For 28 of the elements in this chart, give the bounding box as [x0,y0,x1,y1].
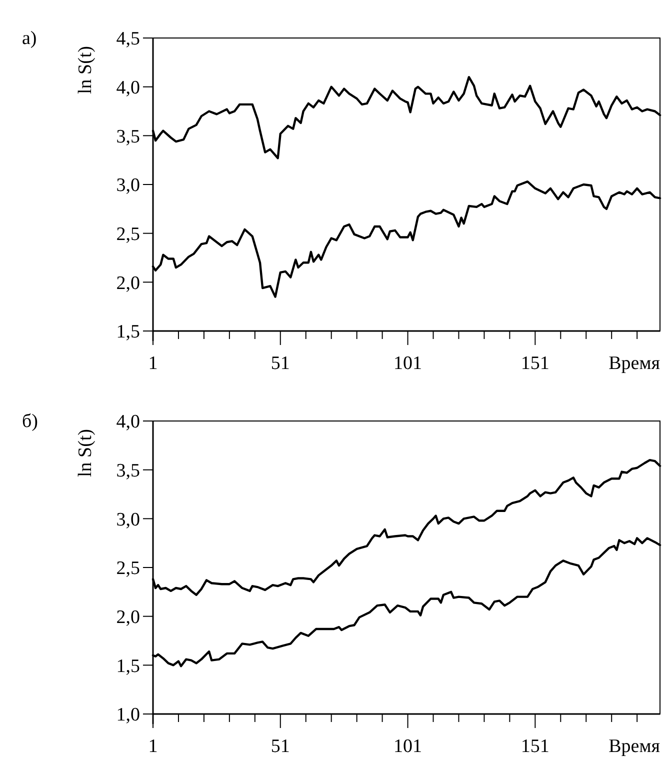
chart-title: б) [22,411,38,432]
y-tick-label: 1,0 [116,704,140,726]
y-tick-label: 4,0 [116,412,140,433]
x-tick-label: 151 [520,353,550,374]
x-tick-label: 51 [270,353,290,374]
y-axis-title: ln S(t) [75,429,96,478]
y-tick-label: 2,5 [116,558,140,580]
x-axis-title: Время [608,353,660,374]
y-tick-label: 1,5 [116,322,140,343]
y-tick-label: 4,0 [116,77,140,98]
y-tick-label: 3,0 [116,175,140,196]
y-tick-label: 3,0 [116,509,140,530]
x-axis-title: Время [608,736,660,757]
x-tick-label: 1 [148,736,158,757]
y-tick-label: 4,5 [116,28,140,50]
y-tick-label: 2,5 [116,224,140,245]
y-tick-label: 1,5 [116,656,140,677]
y-tick-label: 2,0 [116,272,140,294]
y-axis-title: ln S(t) [75,46,96,94]
x-tick-label: 101 [394,353,422,374]
x-tick-label: 101 [394,736,422,757]
x-tick-label: 1 [148,353,158,374]
x-tick-label: 151 [520,736,550,757]
chart-title: а) [22,28,37,49]
x-tick-label: 51 [270,736,290,757]
y-tick-label: 3,5 [116,126,140,148]
y-tick-label: 2,0 [116,606,140,628]
y-tick-label: 3,5 [116,460,140,482]
